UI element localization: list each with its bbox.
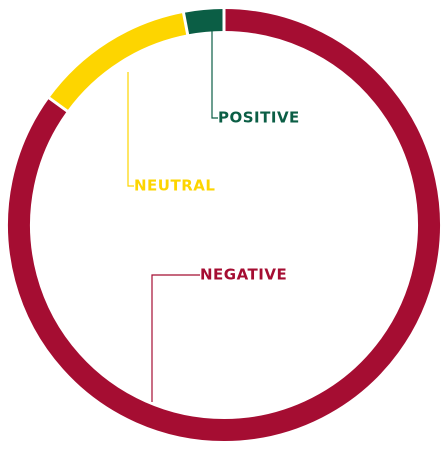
donut-segment <box>183 9 225 35</box>
leader-line <box>127 72 134 187</box>
labels: POSITIVE NEUTRAL NEGATIVE <box>127 30 300 402</box>
donut-ring <box>8 8 440 441</box>
donut-segment <box>8 9 440 441</box>
leader-line <box>151 274 200 402</box>
segment-label: NEGATIVE <box>200 266 287 284</box>
donut-segment <box>49 12 188 112</box>
segment-label: POSITIVE <box>218 109 300 127</box>
segment-gap <box>181 11 190 36</box>
leader-line <box>211 30 218 119</box>
segment-gap <box>47 96 69 113</box>
segment-label: NEUTRAL <box>134 177 215 195</box>
